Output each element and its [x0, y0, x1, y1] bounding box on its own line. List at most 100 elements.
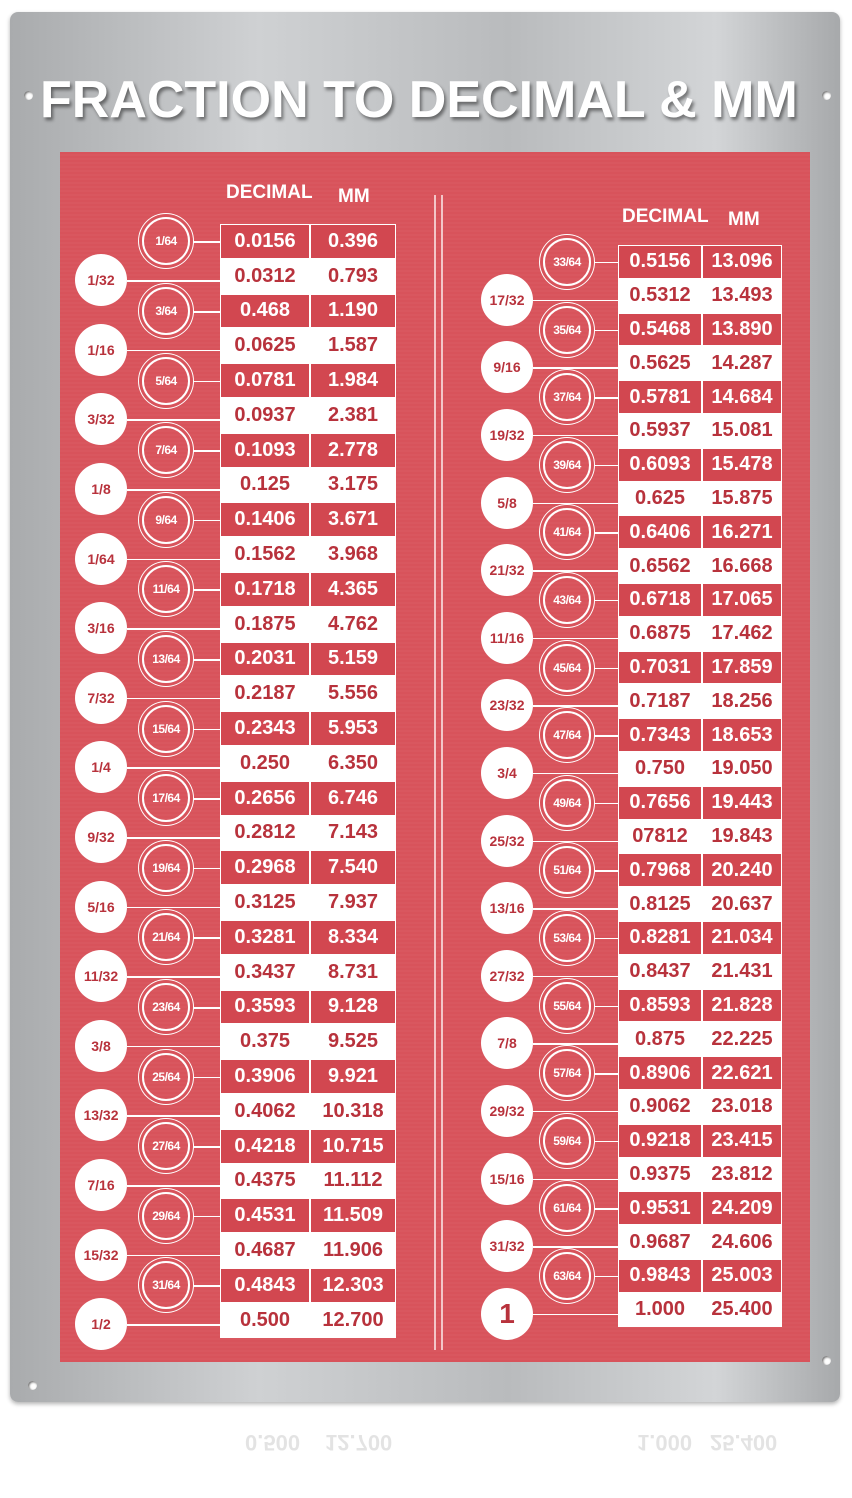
- connector-line: [533, 840, 618, 842]
- left-decimal-header: DECIMAL: [226, 182, 313, 203]
- mm-cell: 8.334: [310, 920, 396, 955]
- mm-cell: 18.256: [702, 684, 782, 719]
- mm-cell: 0.793: [310, 258, 396, 294]
- decimal-cell: 0.7656: [618, 785, 702, 820]
- fraction-badge: 57/64: [543, 1049, 591, 1098]
- mm-cell: 19.050: [702, 752, 782, 786]
- mounting-hole: [822, 1356, 831, 1365]
- decimal-cell: 0.8437: [618, 954, 702, 989]
- mm-cell: 10.715: [310, 1128, 396, 1164]
- connector-line: [533, 1043, 618, 1045]
- connector-line: [190, 589, 220, 591]
- fraction-badge: 3/16: [75, 602, 127, 655]
- decimal-cell: 0.1406: [220, 502, 310, 538]
- mm-cell: 8.731: [310, 954, 396, 990]
- fraction-badge: 49/64: [543, 778, 591, 827]
- decimal-cell: 0.2812: [220, 815, 310, 851]
- connector-line: [533, 908, 618, 910]
- fraction-badge: 27/32: [481, 949, 533, 1002]
- mm-cell: 23.812: [702, 1157, 782, 1192]
- fraction-badge: 39/64: [543, 440, 591, 489]
- mm-cell: 11.112: [310, 1163, 396, 1199]
- connector-line: [127, 1324, 220, 1326]
- decimal-cell: 0.5156: [618, 245, 702, 279]
- center-divider: [441, 195, 443, 1350]
- connector-line: [533, 705, 618, 707]
- decimal-cell: 0.4531: [220, 1198, 310, 1234]
- connector-line: [533, 772, 618, 775]
- connector-line: [127, 1045, 220, 1048]
- decimal-cell: 0.3125: [220, 885, 310, 920]
- decimal-cell: 0.5468: [618, 312, 702, 347]
- fraction-badge: 21/32: [481, 544, 533, 597]
- fraction-badge: 1/16: [75, 323, 127, 376]
- mounting-hole: [28, 1381, 37, 1390]
- connector-line: [533, 434, 618, 437]
- connector-line: [190, 1076, 220, 1079]
- mm-cell: 20.637: [702, 887, 782, 921]
- connector-line: [127, 976, 220, 978]
- decimal-cell: 0.0625: [220, 328, 310, 364]
- fraction-badge: 9/16: [481, 341, 533, 394]
- decimal-cell: 0.2656: [220, 780, 310, 816]
- mm-cell: 24.606: [702, 1225, 782, 1259]
- sign-title: FRACTION TO DECIMAL & MM: [40, 71, 798, 129]
- decimal-cell: 0.6093: [618, 447, 702, 482]
- connector-line: [591, 329, 618, 331]
- decimal-cell: 0.7187: [618, 684, 702, 719]
- decimal-cell: 0.468: [220, 293, 310, 329]
- fraction-badge: 11/16: [481, 611, 533, 664]
- decimal-cell: 0.3437: [220, 954, 310, 990]
- fraction-badge: 63/64: [543, 1251, 591, 1300]
- connector-line: [127, 628, 220, 630]
- connector-line: [127, 1115, 220, 1117]
- fraction-badge: 9/32: [75, 811, 127, 863]
- mm-cell: 1.984: [310, 363, 396, 398]
- mm-cell: 4.365: [310, 572, 396, 607]
- right-decimal-header: DECIMAL: [622, 206, 709, 227]
- decimal-cell: 0.9687: [618, 1225, 702, 1259]
- connector-line: [127, 558, 220, 561]
- fraction-badge: 23/64: [142, 983, 190, 1031]
- connector-line: [127, 767, 220, 769]
- fraction-badge: 43/64: [543, 575, 591, 624]
- mm-cell: 9.525: [310, 1024, 396, 1060]
- fraction-badge: 41/64: [543, 508, 591, 557]
- decimal-cell: 0.8281: [618, 921, 702, 955]
- connector-line: [591, 1208, 618, 1210]
- mm-cell: 16.668: [702, 549, 782, 583]
- fraction-badge: 45/64: [543, 643, 591, 692]
- mm-cell: 3.175: [310, 467, 396, 503]
- decimal-cell: 0.375: [220, 1024, 310, 1060]
- decimal-cell: 0.1718: [220, 572, 310, 607]
- mm-cell: 15.875: [702, 481, 782, 516]
- fraction-badge: 25/32: [481, 814, 533, 867]
- decimal-cell: 0.8906: [618, 1056, 702, 1090]
- connector-line: [591, 599, 618, 602]
- connector-line: [127, 419, 220, 421]
- mm-cell: 5.953: [310, 711, 396, 746]
- fraction-badge: 53/64: [543, 913, 591, 962]
- connector-line: [533, 570, 618, 572]
- decimal-cell: 0.9843: [618, 1259, 702, 1293]
- decimal-cell: 0.3281: [220, 920, 310, 955]
- decimal-cell: 0.0781: [220, 363, 310, 398]
- fraction-badge: 5/8: [481, 476, 533, 529]
- center-divider: [434, 195, 436, 1350]
- connector-line: [127, 697, 220, 700]
- mm-cell: 25.003: [702, 1259, 782, 1293]
- fraction-badge: 3/32: [75, 393, 127, 446]
- fraction-badge: 33/64: [543, 237, 591, 286]
- connector-line: [127, 1185, 220, 1187]
- mm-cell: 13.096: [702, 245, 782, 279]
- mm-cell: 25.400: [702, 1292, 782, 1327]
- decimal-cell: 0.5781: [618, 380, 702, 414]
- mm-cell: 1.190: [310, 293, 396, 329]
- fraction-badge: 7/16: [75, 1159, 127, 1211]
- connector-line: [127, 489, 220, 491]
- decimal-cell: 0.7031: [618, 650, 702, 685]
- connector-line: [127, 280, 220, 282]
- mm-cell: 23.018: [702, 1090, 782, 1124]
- mm-cell: 23.415: [702, 1123, 782, 1158]
- mm-cell: 15.478: [702, 447, 782, 482]
